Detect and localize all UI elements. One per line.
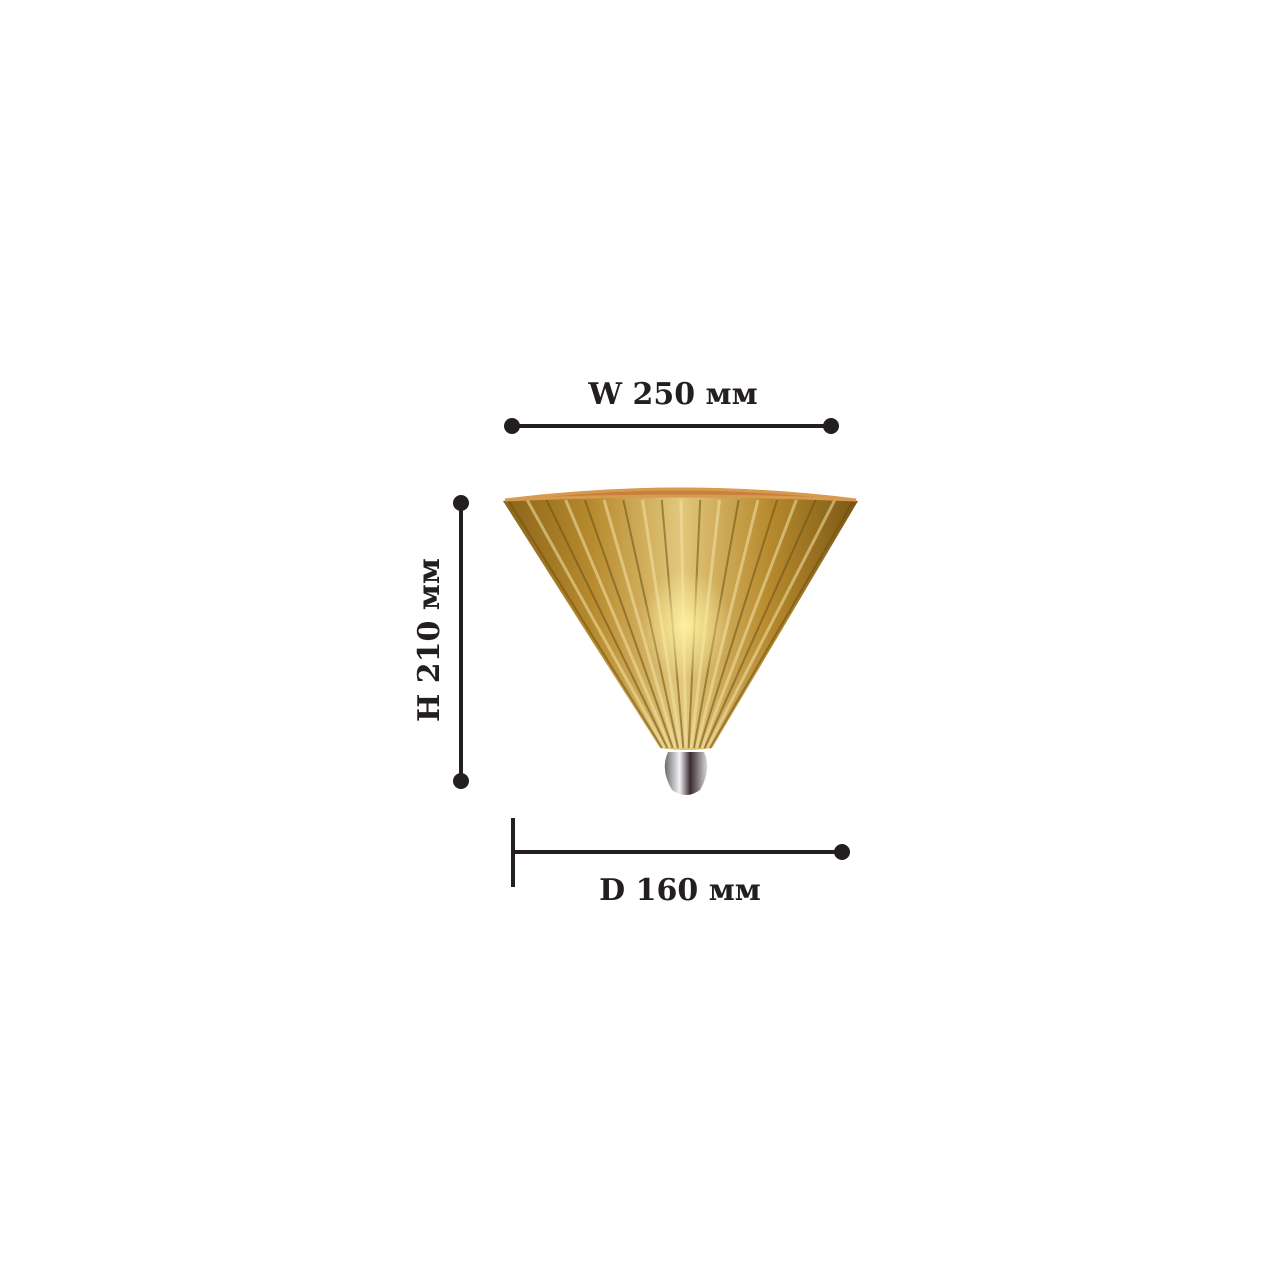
lamp-rib bbox=[698, 499, 779, 749]
height-dimension: H 210 мм bbox=[412, 495, 469, 789]
lamp-rib bbox=[545, 499, 669, 749]
width-label: W 250 мм bbox=[587, 377, 757, 412]
lamp-rib bbox=[507, 499, 663, 749]
width-dimension: W 250 мм bbox=[504, 377, 839, 434]
depth-endpoint bbox=[834, 844, 850, 860]
lamp-bulb-glow bbox=[641, 570, 731, 680]
width-endpoint-left bbox=[504, 418, 520, 434]
lamp-rib bbox=[583, 499, 674, 749]
depth-label: D 160 мм bbox=[599, 873, 761, 908]
height-endpoint-top bbox=[453, 495, 469, 511]
lamp-rib bbox=[564, 499, 672, 749]
lamp-rib bbox=[705, 499, 837, 749]
width-endpoint-right bbox=[823, 418, 839, 434]
height-label: H 210 мм bbox=[412, 558, 447, 722]
lamp-rib bbox=[525, 499, 666, 749]
lamp-rim bbox=[504, 487, 857, 502]
height-endpoint-bottom bbox=[453, 773, 469, 789]
lamp-rib bbox=[602, 499, 677, 749]
lamp-image bbox=[503, 487, 858, 795]
lamp-finial bbox=[664, 752, 708, 795]
lamp-rib bbox=[703, 499, 817, 749]
lamp-rib bbox=[709, 499, 855, 749]
depth-dimension: D 160 мм bbox=[511, 818, 850, 908]
lamp-rib bbox=[700, 499, 798, 749]
